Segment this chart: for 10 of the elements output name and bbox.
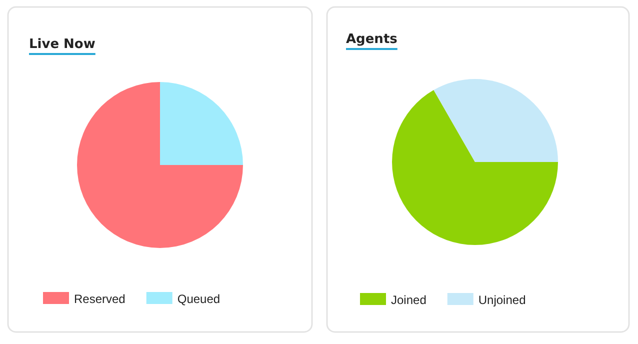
pie-slice (392, 90, 558, 245)
pie-slice (434, 79, 558, 162)
pie-slice (160, 82, 243, 165)
chart-title: Agents (346, 32, 398, 47)
pie-slice (77, 82, 243, 248)
legend-label: Unjoined (478, 293, 526, 307)
legend-label: Joined (391, 293, 426, 307)
legend-label: Reserved (74, 292, 126, 306)
chart-title: Live Now (29, 37, 96, 52)
legend-label: Queued (177, 292, 220, 306)
